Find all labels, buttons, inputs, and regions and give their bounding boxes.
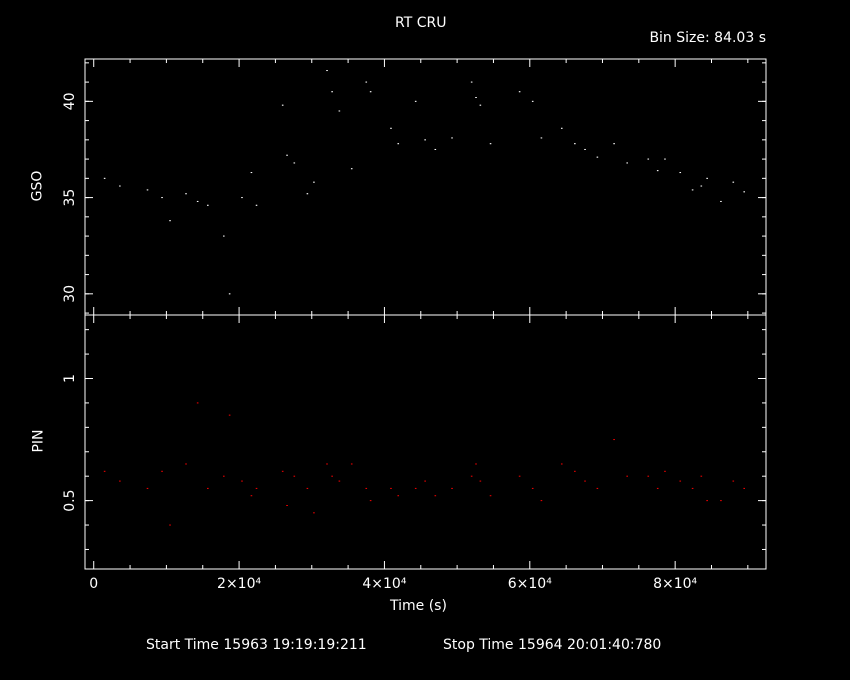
start-time-value: 15963 19:19:19:211: [223, 637, 367, 653]
bin-size: Bin Size: 84.03 s: [649, 30, 766, 46]
x-tick-label: 6×10⁴: [508, 576, 552, 592]
y-tick-label: 35: [62, 189, 78, 207]
gso-series: [103, 70, 745, 295]
time-axis-label: Time (s): [390, 598, 447, 614]
start-time-label: Start Time: [146, 637, 219, 653]
x-tick-label: 8×10⁴: [653, 576, 697, 592]
y-tick-label: 1: [62, 374, 78, 383]
pin-axis-label: PIN: [30, 429, 47, 453]
y-tick-label: 40: [62, 92, 78, 110]
bin-size-value: 84.03 s: [714, 30, 766, 46]
axes-ticks: 30 35 40 0.5 1 0 2×10⁴ 4×10⁴ 6×10⁴ 8×10⁴: [62, 59, 766, 592]
y-tick-label: 0.5: [62, 489, 78, 511]
stop-time: Stop Time 15964 20:01:40:780: [443, 637, 661, 653]
gso-axis-label: GSO: [29, 170, 46, 202]
pin-panel-frame: [84, 314, 767, 570]
x-tick-label: 2×10⁴: [217, 576, 261, 592]
gso-panel-frame: [84, 58, 767, 316]
stop-time-label: Stop Time: [443, 637, 514, 653]
x-tick-label: 0: [89, 576, 98, 592]
x-tick-label: 4×10⁴: [362, 576, 406, 592]
pin-series: [103, 402, 745, 526]
y-tick-label: 30: [62, 285, 78, 303]
chart-title: RT CRU: [395, 15, 447, 31]
start-time: Start Time 15963 19:19:19:211: [146, 637, 367, 653]
bin-size-label: Bin Size:: [649, 30, 710, 46]
stop-time-value: 15964 20:01:40:780: [518, 637, 662, 653]
